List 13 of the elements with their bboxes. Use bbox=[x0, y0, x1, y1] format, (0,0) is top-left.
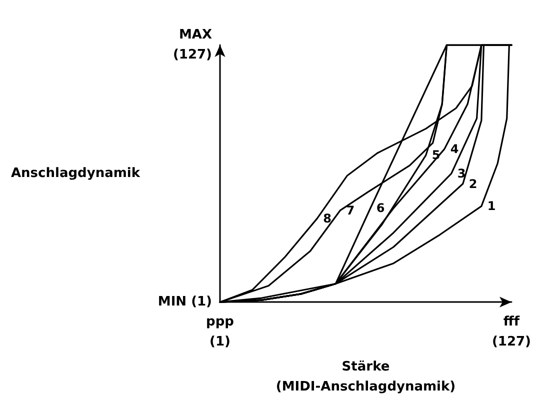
y-tick-label: MAX (127) bbox=[172, 28, 212, 62]
x-axis-title: Stärke (MIDI-Anschlagdynamik) bbox=[276, 360, 456, 394]
x-tick-label: fff (127) bbox=[492, 314, 532, 350]
y-tick-label: MIN (1) bbox=[158, 294, 212, 310]
annotation: 6 bbox=[376, 201, 385, 216]
annotation: 7 bbox=[346, 203, 355, 218]
annotation: 4 bbox=[450, 142, 459, 156]
annotation: 8 bbox=[323, 211, 332, 226]
y-axis-title: Anschlagdynamik bbox=[10, 166, 140, 182]
annotation: 3 bbox=[457, 166, 466, 181]
x-tick-label: ppp (1) bbox=[206, 314, 234, 350]
annotation: 1 bbox=[487, 199, 496, 214]
annotation: 2 bbox=[468, 176, 478, 191]
